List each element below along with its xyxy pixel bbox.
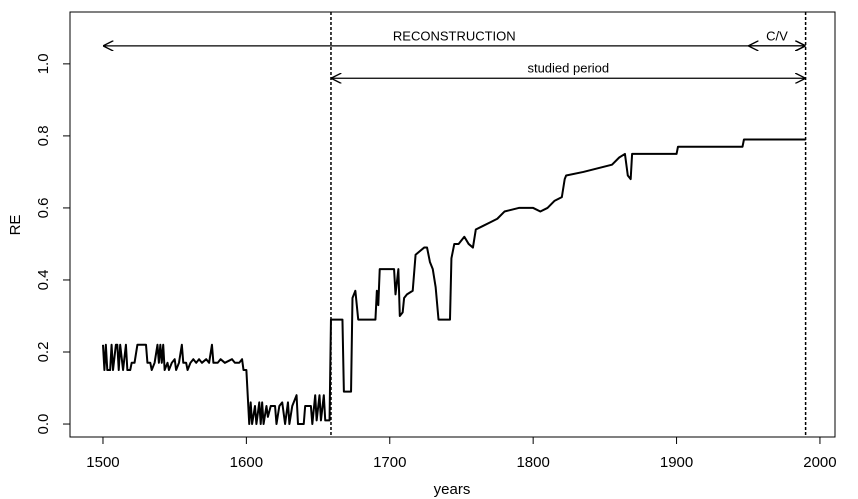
y-axis-label: RE [7,215,24,236]
y-tick-label: 0.4 [35,270,52,291]
plot-frame [69,11,836,438]
x-tick-label: 1500 [86,454,119,471]
x-tick-label: 1700 [373,454,406,471]
x-axis-label: years [434,481,471,498]
y-tick-label: 1.0 [35,53,52,74]
arrow-label: studied period [527,61,609,76]
arrow-label: RECONSTRUCTION [393,28,516,43]
x-tick-label: 1900 [660,454,693,471]
y-tick-label: 0.0 [35,414,52,435]
y-tick-label: 0.2 [35,342,52,363]
series-line [101,138,806,426]
arrow-label: C/V [766,28,788,43]
x-tick-label: 1600 [230,454,263,471]
y-tick-label: 0.8 [35,125,52,146]
x-tick-label: 1800 [516,454,549,471]
x-tick-label: 2000 [803,454,836,471]
y-tick-label: 0.6 [35,198,52,219]
